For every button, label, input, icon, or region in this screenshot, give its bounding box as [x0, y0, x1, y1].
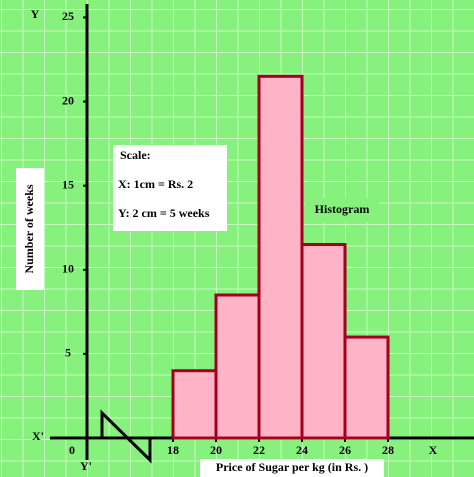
bar	[214, 293, 261, 440]
y-tick-label: 25	[62, 9, 74, 23]
axis-name: X'	[32, 429, 44, 443]
y-tick-label: 15	[62, 177, 74, 191]
scale-x: X: 1cm = Rs. 2	[118, 177, 193, 191]
axis-name: Y'	[80, 459, 92, 473]
x-tick-label: 20	[210, 443, 222, 457]
x-tick-label: 26	[339, 443, 351, 457]
annotation-bg	[305, 198, 379, 222]
scale-title: Scale:	[120, 148, 151, 162]
bar	[171, 369, 218, 440]
scale-y: Y: 2 cm = 5 weeks	[118, 206, 210, 220]
x-tick-label: 18	[167, 443, 179, 457]
axis-name: X	[429, 443, 438, 457]
bar	[300, 243, 347, 440]
x-tick-label: 22	[253, 443, 265, 457]
bar	[343, 335, 390, 440]
x-label-bg	[200, 459, 384, 477]
annotation: Histogram	[315, 202, 370, 216]
x-tick-label: 28	[382, 443, 394, 457]
y-label-bg	[16, 168, 44, 290]
x-axis-label: Price of Sugar per kg (in Rs. )	[216, 460, 368, 474]
x-tick-label: 24	[296, 443, 308, 457]
axis-name: Y	[31, 7, 40, 21]
y-tick-label: 20	[62, 93, 74, 107]
bar	[257, 74, 304, 440]
origin-label: 0	[69, 443, 75, 457]
y-tick-label: 5	[65, 346, 71, 360]
y-tick-label: 10	[62, 262, 74, 276]
y-axis-label: Number of weeks	[22, 184, 36, 273]
axis-break	[100, 409, 152, 464]
scale-box	[113, 145, 227, 231]
